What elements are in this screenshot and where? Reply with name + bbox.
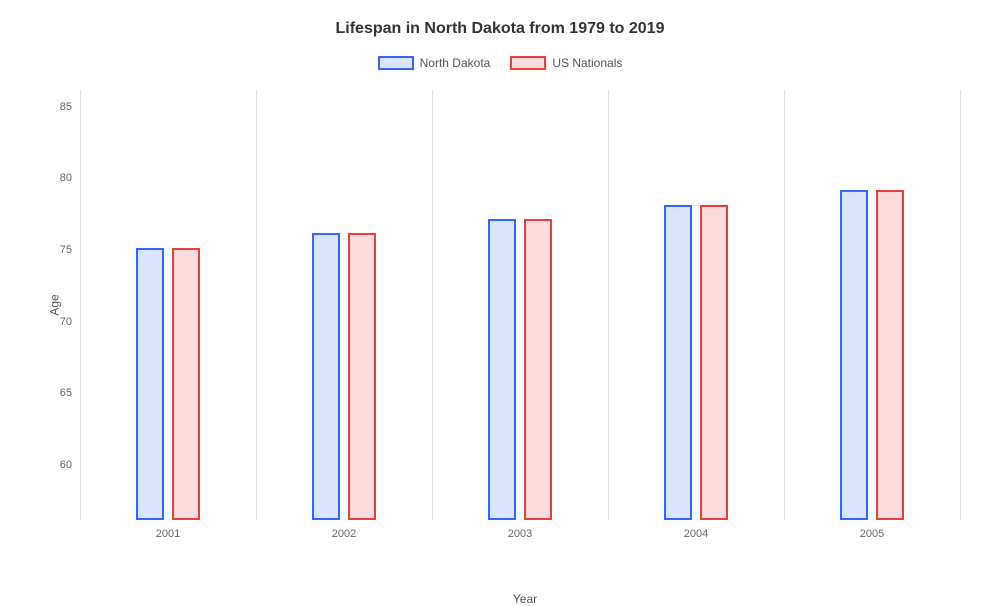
bar-group (136, 248, 200, 520)
x-tick: 2004 (684, 528, 708, 540)
bar-group (664, 205, 728, 520)
legend-item-0: North Dakota (378, 56, 491, 70)
bar-group (840, 190, 904, 520)
bar (172, 248, 200, 520)
y-tick: 60 (60, 459, 72, 471)
grid-line (608, 90, 609, 520)
bar (136, 248, 164, 520)
legend: North Dakota US Nationals (30, 56, 970, 70)
bar-group (312, 233, 376, 520)
x-tick: 2005 (860, 528, 884, 540)
plot-area: Age 606570758085 (80, 90, 960, 520)
y-axis: 60 65 70 75 80 85 (30, 90, 80, 520)
bar (312, 233, 340, 520)
grid-line (960, 90, 961, 520)
bar (524, 219, 552, 520)
x-tick: 2003 (508, 528, 532, 540)
x-tick: 2002 (332, 528, 356, 540)
x-axis: 2001 2002 2003 2004 2005 (80, 520, 960, 560)
y-tick: 80 (60, 172, 72, 184)
legend-swatch-0 (378, 56, 414, 70)
x-tick: 2001 (156, 528, 180, 540)
chart-title: Lifespan in North Dakota from 1979 to 20… (30, 20, 970, 38)
bar (488, 219, 516, 520)
bar (348, 233, 376, 520)
legend-label-1: US Nationals (552, 56, 622, 70)
bar (664, 205, 692, 520)
bar (876, 190, 904, 520)
bar (700, 205, 728, 520)
y-tick: 65 (60, 387, 72, 399)
legend-item-1: US Nationals (510, 56, 622, 70)
grid-line (256, 90, 257, 520)
bars-layer (80, 90, 960, 520)
grid-line (432, 90, 433, 520)
y-tick: 70 (60, 316, 72, 328)
bar-group (488, 219, 552, 520)
y-tick: 75 (60, 244, 72, 256)
x-axis-label: Year (80, 592, 970, 606)
y-tick: 85 (60, 101, 72, 113)
legend-label-0: North Dakota (420, 56, 491, 70)
legend-swatch-1 (510, 56, 546, 70)
chart-container: Lifespan in North Dakota from 1979 to 20… (0, 0, 1000, 600)
grid-line (80, 90, 81, 520)
grid-line (784, 90, 785, 520)
bar (840, 190, 868, 520)
